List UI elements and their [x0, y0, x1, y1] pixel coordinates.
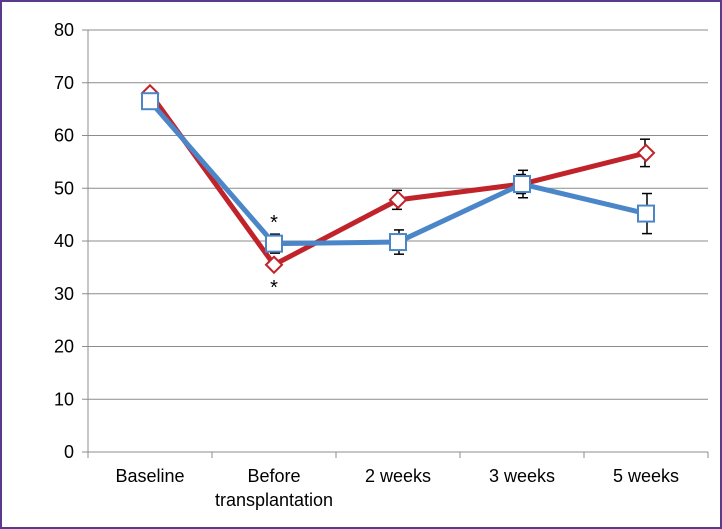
y-tick-label: 80 [54, 20, 74, 40]
axes [82, 29, 709, 458]
annotation-layer: ** [270, 212, 278, 299]
y-tick-label: 30 [54, 284, 74, 304]
significance-marker: * [270, 277, 278, 299]
y-axis-ticks: 0 10 20 30 40 50 60 70 80 [54, 20, 74, 462]
x-tick-label: 5 weeks [613, 466, 679, 486]
x-axis-ticks: Baseline Before transplantation 2 weeks 3 we… [115, 466, 679, 510]
x-tick-label: Before transplantation [215, 466, 333, 510]
data-point-square [513, 175, 531, 194]
y-tick-label: 50 [54, 178, 74, 198]
x-tick-label: 2 weeks [365, 466, 431, 486]
data-point-diamond [636, 143, 656, 163]
data-point-square [265, 234, 283, 253]
grid-lines [88, 29, 708, 400]
data-point-diamond [264, 255, 284, 275]
y-tick-label: 0 [64, 442, 74, 462]
y-tick-label: 10 [54, 389, 74, 409]
data-point-square [637, 204, 655, 223]
series-layer [140, 83, 656, 275]
y-tick-label: 40 [54, 231, 74, 251]
y-tick-label: 60 [54, 126, 74, 146]
data-point-square [141, 92, 159, 111]
x-tick-label: 3 weeks [489, 466, 555, 486]
data-point-square [389, 233, 407, 252]
x-tick-label: Baseline [115, 466, 184, 486]
y-tick-label: 70 [54, 73, 74, 93]
y-tick-label: 20 [54, 337, 74, 357]
significance-marker: * [270, 212, 278, 234]
data-point-diamond [388, 190, 408, 210]
